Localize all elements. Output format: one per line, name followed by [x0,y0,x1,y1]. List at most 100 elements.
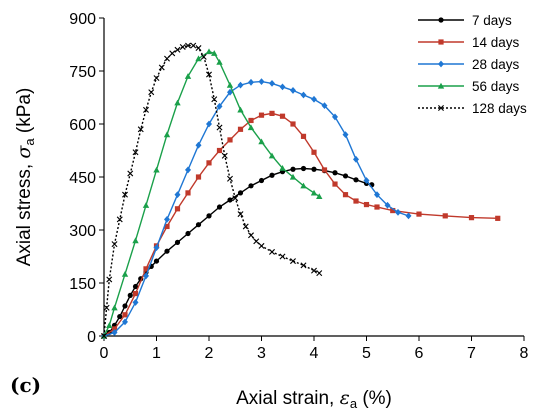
data-point [111,241,118,248]
data-point [164,55,170,62]
data-point [269,79,275,87]
data-point [153,258,160,264]
y-tick-label: 300 [69,223,96,240]
data-point [332,181,338,187]
y-tick-label: 0 [87,329,96,346]
data-point [153,166,160,173]
data-point [111,329,118,336]
data-point [122,318,128,326]
data-point [190,42,197,49]
data-point [353,198,359,204]
data-point [174,239,181,245]
x-tick-label: 5 [362,345,371,362]
data-point [258,242,265,249]
data-point [384,201,391,209]
x-tick-label: 3 [257,345,266,362]
data-point [195,45,202,52]
legend-marker [438,105,444,111]
data-point [216,204,223,210]
data-point [242,223,249,230]
data-point [416,211,422,217]
data-point [106,322,113,328]
y-tick-label: 750 [69,64,96,81]
legend-item-28-days: 28 days [418,57,520,72]
data-point [211,96,218,103]
legend-marker [438,17,444,23]
data-point [221,152,228,159]
data-point [248,232,254,239]
data-point [174,99,181,106]
data-point [164,248,170,254]
data-point [137,126,144,133]
data-point [237,211,244,218]
data-point [300,182,307,189]
legend-item-14-days: 14 days [418,35,520,50]
data-point [342,192,349,198]
data-point [143,266,149,272]
data-point [248,117,254,124]
data-point [122,191,128,198]
data-point [300,262,307,269]
data-point [206,71,212,78]
data-point [184,73,192,79]
data-point [310,189,318,196]
data-point [195,141,202,149]
data-point [158,64,165,71]
data-point [153,244,160,252]
panel-label: (c) [10,373,41,397]
data-point [164,223,170,230]
data-point [111,326,118,332]
data-point [211,50,218,56]
series-7-days [101,165,375,339]
data-point [227,137,233,143]
data-point [179,43,186,50]
data-point [300,133,307,139]
data-point [237,81,244,89]
data-point [353,177,359,183]
y-axis-title: Axial stress, σa (kPa) [13,88,37,267]
data-point [289,173,297,180]
data-point [237,126,244,132]
data-point [363,201,370,208]
data-point [185,190,191,196]
y-tick-label: 450 [69,170,96,187]
data-point [103,304,110,311]
legend-label: 14 days [472,35,520,50]
data-point [106,276,113,283]
data-point [353,155,359,163]
data-point [316,270,323,277]
data-point [174,206,181,212]
data-point [248,183,254,189]
data-point [269,110,275,116]
legend-marker [438,60,444,68]
data-point [143,272,149,280]
data-point [442,213,448,219]
data-point [206,213,212,219]
axes: 0 1 2 3 4 5 6 7 8 0 150 300 450 600 750 900 [69,11,528,362]
data-point [311,149,317,155]
data-point [332,113,338,121]
data-point [101,333,107,339]
data-point [148,89,155,96]
x-tick-label: 6 [415,345,424,362]
x-tick-label: 2 [205,345,214,362]
data-point [248,78,254,86]
y-tick-label: 600 [69,117,96,134]
data-point [185,166,191,174]
legend-label: 7 days [472,13,512,28]
data-point [232,195,239,202]
data-point [132,149,139,156]
data-point [206,120,212,128]
data-point [290,166,296,172]
series-128-days [101,42,323,339]
legend-item-56-days: 56 days [418,79,520,94]
data-point [227,175,233,182]
data-point [290,121,296,127]
data-point [132,237,139,244]
data-point [185,230,191,237]
data-point [395,208,401,216]
legend-label: 28 days [472,57,520,72]
data-point [258,177,265,184]
data-point [290,258,296,265]
data-point [390,207,396,214]
